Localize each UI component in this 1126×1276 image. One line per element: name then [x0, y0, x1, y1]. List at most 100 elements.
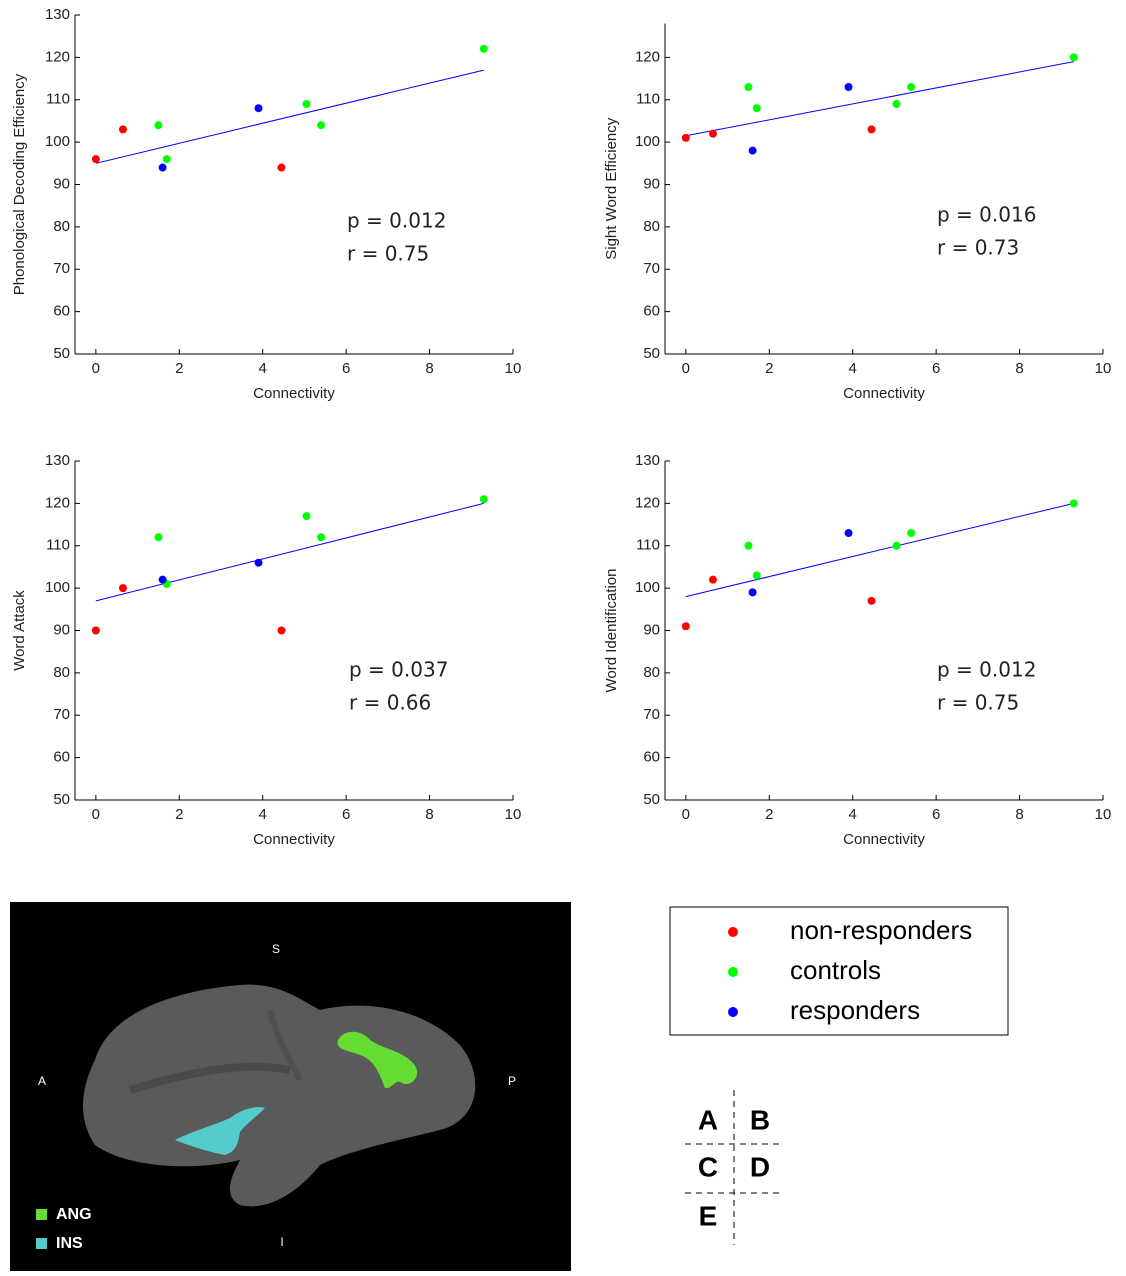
- x-tick-label: 6: [342, 806, 350, 823]
- data-point: [162, 155, 171, 164]
- data-point: [158, 575, 167, 584]
- data-point: [681, 622, 690, 631]
- x-tick-label: 2: [765, 806, 773, 823]
- x-tick-label: 2: [765, 360, 773, 377]
- data-point: [1069, 53, 1078, 62]
- data-point: [867, 125, 876, 134]
- annotation: r = 0.75: [937, 691, 1019, 715]
- y-tick-label: 60: [643, 749, 660, 766]
- x-tick-label: 10: [505, 806, 522, 823]
- region-swatch: [36, 1209, 47, 1220]
- data-point: [748, 588, 757, 597]
- y-tick-label: 130: [45, 6, 70, 23]
- data-point: [277, 163, 286, 172]
- x-tick-label: 0: [92, 806, 100, 823]
- y-tick-label: 80: [643, 664, 660, 681]
- y-tick-label: 100: [45, 133, 70, 150]
- y-tick-label: 110: [636, 537, 660, 554]
- x-tick-label: 8: [1015, 360, 1023, 377]
- key-letter: D: [750, 1151, 770, 1182]
- data-point: [844, 529, 853, 538]
- fit-line: [95, 502, 484, 602]
- data-point: [892, 541, 901, 550]
- y-tick-label: 70: [643, 706, 660, 723]
- y-tick-label: 90: [53, 621, 70, 638]
- data-point: [254, 104, 263, 113]
- y-tick-label: 110: [636, 91, 660, 108]
- legend-marker: [728, 967, 738, 977]
- y-tick-label: 50: [53, 345, 70, 362]
- fit-line: [95, 69, 484, 164]
- x-tick-label: 8: [425, 806, 433, 823]
- y-axis-label: Word Attack: [11, 590, 28, 671]
- x-tick-label: 4: [259, 360, 267, 377]
- y-tick-label: 120: [45, 48, 70, 65]
- y-tick-label: 110: [46, 537, 70, 554]
- y-tick-label: 60: [53, 749, 70, 766]
- data-point: [91, 626, 100, 635]
- y-tick-label: 100: [45, 579, 70, 596]
- ins-region: [175, 1107, 265, 1155]
- data-point: [752, 104, 761, 113]
- x-tick-label: 6: [932, 806, 940, 823]
- x-tick-label: 2: [175, 806, 183, 823]
- data-point: [154, 121, 163, 130]
- annotation: p = 0.037: [349, 658, 448, 682]
- x-tick-label: 2: [175, 360, 183, 377]
- data-point: [254, 558, 263, 567]
- y-tick-label: 90: [643, 621, 660, 638]
- y-tick-label: 80: [643, 218, 660, 235]
- data-point: [158, 163, 167, 172]
- y-tick-label: 70: [53, 260, 70, 277]
- orientation-label: P: [508, 1074, 516, 1088]
- fit-line: [685, 61, 1074, 137]
- y-tick-label: 70: [643, 260, 660, 277]
- x-axis-label: Connectivity: [843, 385, 925, 402]
- x-tick-label: 4: [259, 806, 267, 823]
- data-point: [892, 99, 901, 108]
- x-tick-label: 8: [425, 360, 433, 377]
- x-axis-label: Connectivity: [253, 385, 335, 402]
- y-tick-label: 120: [635, 48, 660, 65]
- x-tick-label: 8: [1015, 806, 1023, 823]
- y-tick-label: 90: [53, 175, 70, 192]
- y-tick-label: 120: [635, 494, 660, 511]
- legend-label: controls: [790, 955, 881, 985]
- data-point: [118, 125, 127, 134]
- data-point: [479, 495, 488, 504]
- data-point: [317, 533, 326, 542]
- sulcus: [267, 1009, 303, 1082]
- data-point: [867, 596, 876, 605]
- sulcus: [128, 1062, 291, 1094]
- y-tick-label: 60: [643, 303, 660, 320]
- y-tick-label: 100: [635, 579, 660, 596]
- key-letter: B: [750, 1104, 770, 1135]
- y-tick-label: 90: [643, 175, 660, 192]
- y-axis-label: Sight Word Efficiency: [603, 117, 620, 260]
- annotation: p = 0.016: [937, 203, 1036, 227]
- x-tick-label: 0: [682, 360, 690, 377]
- ang-region: [337, 1031, 418, 1089]
- orientation-label: I: [280, 1235, 283, 1249]
- region-swatch: [36, 1238, 47, 1249]
- data-point: [154, 533, 163, 542]
- brain-surface: [82, 984, 476, 1207]
- panel-key: A B C D E: [685, 1090, 783, 1245]
- x-tick-label: 6: [342, 360, 350, 377]
- x-tick-label: 10: [505, 360, 522, 377]
- data-point: [844, 83, 853, 92]
- x-tick-label: 0: [682, 806, 690, 823]
- fit-line: [685, 502, 1074, 598]
- annotation: p = 0.012: [937, 658, 1036, 682]
- x-tick-label: 6: [932, 360, 940, 377]
- legend-box: [669, 906, 1009, 1036]
- orientation-label: A: [38, 1074, 46, 1088]
- data-point: [744, 541, 753, 550]
- annotation: r = 0.66: [349, 691, 431, 715]
- y-tick-label: 80: [53, 218, 70, 235]
- y-tick-label: 100: [635, 133, 660, 150]
- x-axis-label: Connectivity: [843, 831, 925, 848]
- data-point: [91, 155, 100, 164]
- y-tick-label: 70: [53, 706, 70, 723]
